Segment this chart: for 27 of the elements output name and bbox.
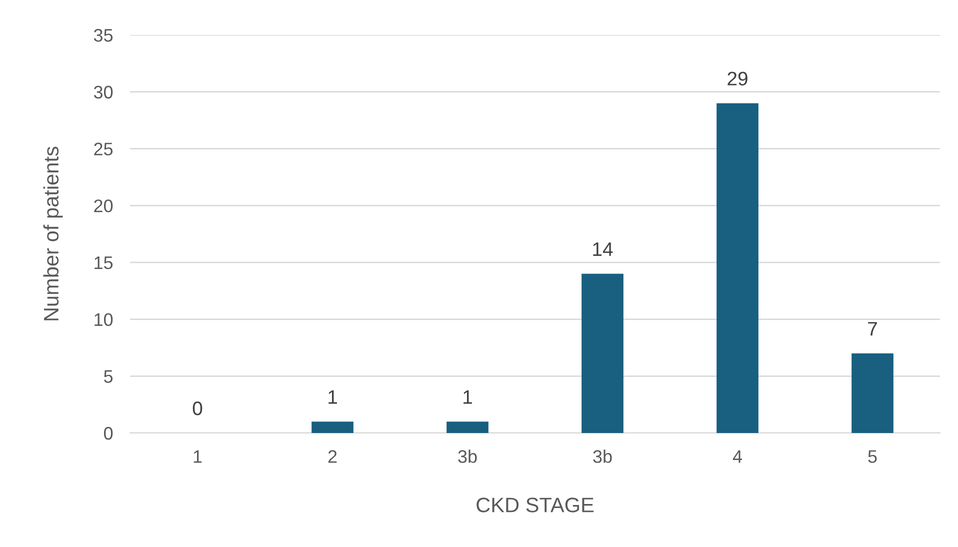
x-tick-label: 4 xyxy=(732,450,742,463)
x-tick-label: 5 xyxy=(868,450,877,463)
y-tick-label: 15 xyxy=(94,256,113,270)
x-tick-label: 3b xyxy=(458,450,477,463)
y-axis-title: Number of patients xyxy=(43,146,63,320)
y-tick-label: 30 xyxy=(94,86,113,99)
x-tick-label: 2 xyxy=(328,450,337,463)
y-tick-label: 20 xyxy=(94,200,113,212)
bar xyxy=(446,422,488,433)
bar xyxy=(582,274,624,433)
data-label: 1 xyxy=(464,390,472,404)
y-tick-label: 25 xyxy=(94,142,113,156)
data-label: 29 xyxy=(728,72,748,86)
data-label: 14 xyxy=(593,242,613,256)
y-tick-label: 10 xyxy=(94,313,113,326)
x-axis-title: CKD STAGE xyxy=(476,498,594,512)
data-label: 0 xyxy=(192,402,202,416)
bar xyxy=(312,422,354,433)
y-tick-label: 35 xyxy=(94,28,113,42)
x-tick-label: 1 xyxy=(194,450,202,463)
y-tick-label: 0 xyxy=(104,426,113,440)
x-tick-label: 3b xyxy=(593,450,612,463)
data-label: 1 xyxy=(328,390,337,404)
bar xyxy=(852,353,894,433)
bar xyxy=(716,103,758,433)
data-label: 7 xyxy=(868,322,877,336)
y-tick-label: 5 xyxy=(104,370,113,383)
